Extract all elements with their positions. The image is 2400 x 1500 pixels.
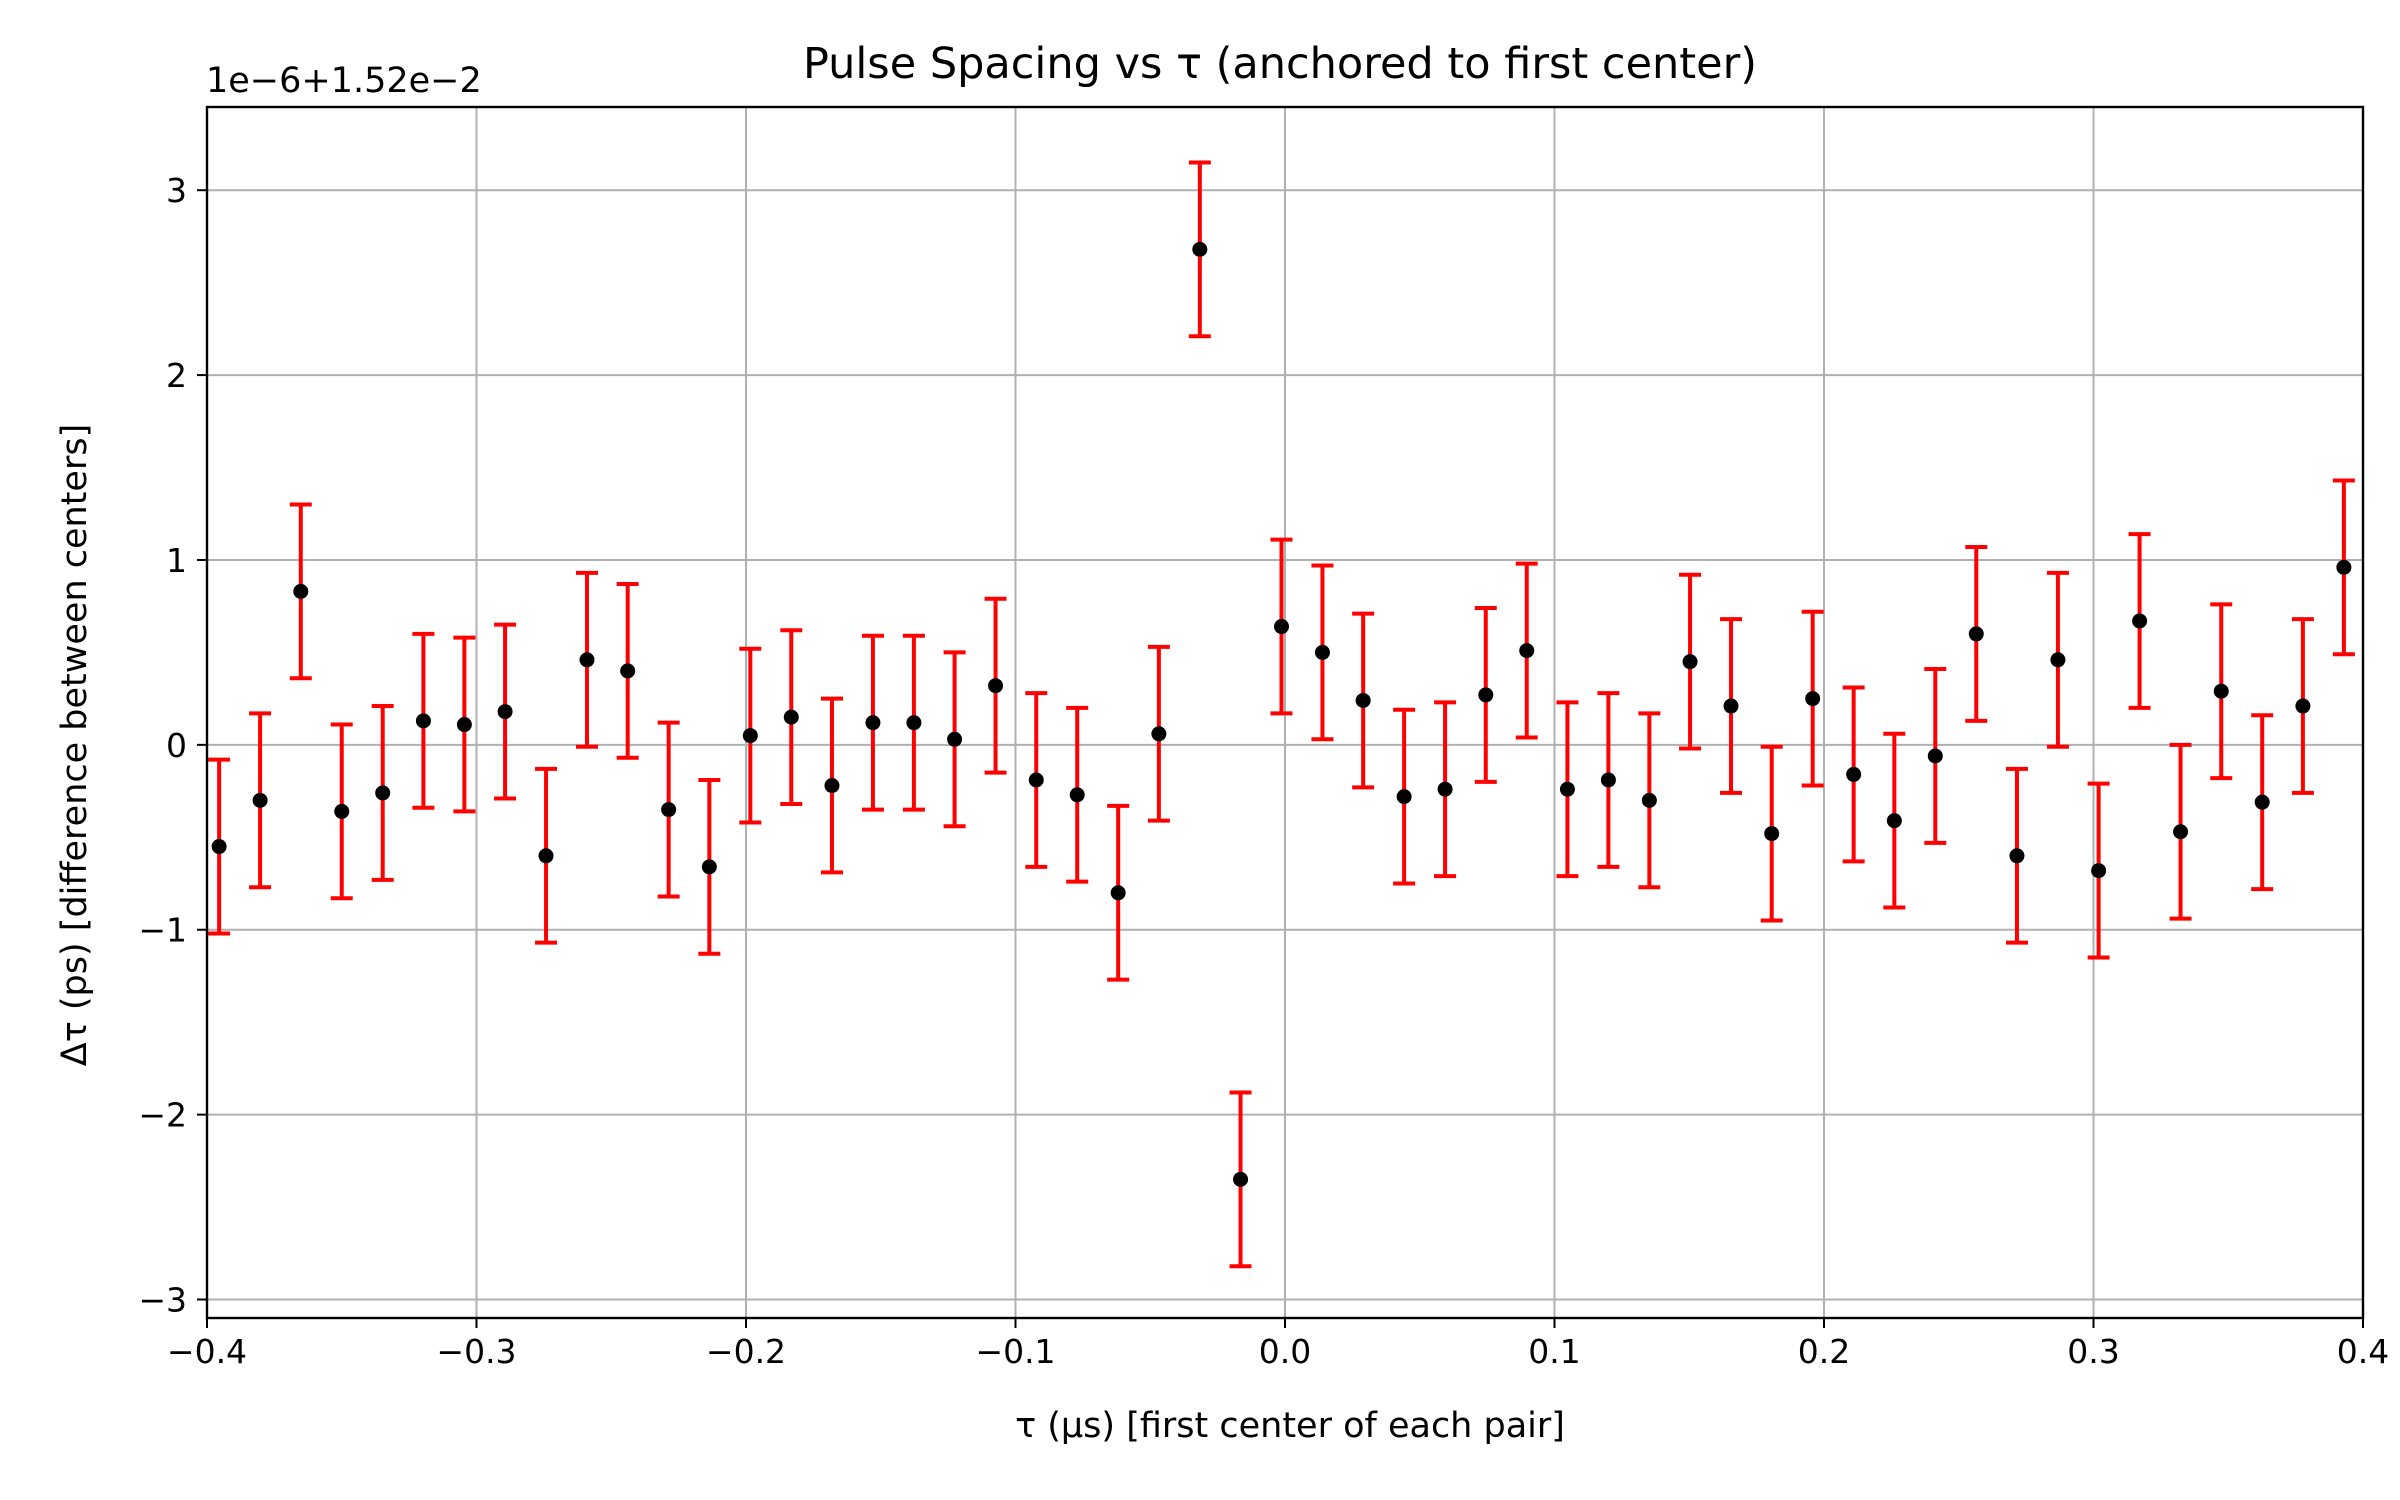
x-tick-label: −0.2 — [706, 1332, 786, 1371]
x-tick-label: 0.3 — [2067, 1332, 2119, 1371]
data-point — [1846, 766, 1862, 782]
data-point — [538, 848, 554, 864]
ticks: −0.4 −0.3 −0.2 −0.1 0.0 0.1 0.2 0.3 0.4 −3 −2 −1 0 1 2… — [138, 171, 2389, 1371]
data-point — [742, 728, 758, 744]
x-tick-label: −0.1 — [975, 1332, 1055, 1371]
data-points — [208, 160, 2355, 1269]
data-point — [252, 792, 268, 808]
data-point — [579, 652, 595, 668]
data-point — [947, 731, 963, 747]
data-point — [1028, 772, 1044, 788]
data-point — [988, 678, 1004, 694]
data-point — [1355, 692, 1371, 708]
data-point — [497, 704, 513, 720]
x-tick-label: −0.3 — [436, 1332, 516, 1371]
data-point — [1151, 726, 1167, 742]
y-axis-offset-text: 1e−6+1.52e−2 — [206, 61, 482, 101]
x-tick-label: −0.4 — [167, 1332, 247, 1371]
y-tick-label: 2 — [166, 356, 187, 395]
data-point — [1723, 698, 1739, 714]
data-point — [1069, 787, 1085, 803]
chart-title: Pulse Spacing vs τ (anchored to first ce… — [803, 39, 1757, 89]
data-point — [334, 803, 350, 819]
y-tick-label: 0 — [166, 726, 187, 765]
x-tick-label: 0.2 — [1798, 1332, 1850, 1371]
data-point — [620, 663, 636, 679]
data-point — [1396, 789, 1412, 805]
data-point — [1192, 241, 1208, 257]
data-point — [1682, 654, 1698, 670]
data-point — [1805, 691, 1821, 707]
data-point — [1437, 781, 1453, 797]
data-point — [1927, 748, 1943, 764]
y-tick-label: −2 — [138, 1096, 187, 1135]
y-axis-title: Δτ (ps) [difference between centers] — [55, 424, 95, 1066]
data-point — [906, 715, 922, 731]
x-tick-label: 0.4 — [2337, 1332, 2389, 1371]
data-point — [701, 859, 717, 875]
data-point — [1273, 619, 1289, 635]
y-tick-label: 3 — [166, 171, 187, 210]
data-point — [661, 802, 677, 818]
data-point — [456, 717, 472, 733]
data-point — [2295, 698, 2311, 714]
y-tick-label: −3 — [138, 1281, 187, 1320]
data-point — [2254, 794, 2270, 810]
data-point — [415, 713, 431, 729]
data-point — [783, 709, 799, 725]
data-point — [2336, 559, 2352, 575]
data-point — [2173, 824, 2189, 840]
data-point — [1314, 644, 1330, 660]
data-point — [1886, 813, 1902, 829]
data-point — [2091, 863, 2107, 879]
data-point — [1968, 626, 1984, 642]
x-tick-label: 0.0 — [1259, 1332, 1311, 1371]
data-point — [1478, 687, 1494, 703]
y-tick-label: −1 — [138, 911, 187, 950]
data-point — [1519, 643, 1535, 659]
data-point — [375, 785, 391, 801]
data-point — [2050, 652, 2066, 668]
data-point — [2132, 613, 2148, 629]
data-point — [865, 715, 881, 731]
data-point — [211, 839, 227, 855]
data-point — [1233, 1171, 1249, 1187]
x-tick-label: 0.1 — [1528, 1332, 1580, 1371]
data-point — [1110, 885, 1126, 901]
data-point — [2009, 848, 2025, 864]
y-tick-label: 1 — [166, 541, 187, 580]
data-point — [293, 583, 309, 599]
data-point — [1764, 826, 1780, 842]
data-point — [1600, 772, 1616, 788]
data-point — [1559, 781, 1575, 797]
data-point — [824, 778, 840, 794]
x-axis-title: τ (μs) [first center of each pair] — [1015, 1406, 1565, 1446]
data-point — [2213, 683, 2229, 699]
data-point — [1641, 792, 1657, 808]
